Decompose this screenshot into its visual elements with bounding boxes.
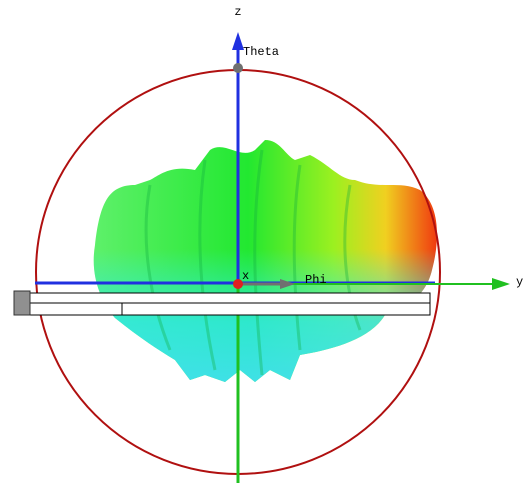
phi-label: Phi bbox=[305, 273, 327, 287]
y-label: y bbox=[516, 275, 523, 289]
z-label: z bbox=[234, 5, 241, 19]
pattern-shading bbox=[94, 140, 437, 382]
x-label: x bbox=[242, 269, 249, 283]
theta-marker bbox=[233, 63, 243, 73]
antenna-feed bbox=[14, 291, 30, 315]
pattern bbox=[94, 140, 437, 382]
antenna bbox=[14, 291, 430, 315]
theta-label: Theta bbox=[243, 45, 279, 59]
y-arrowhead bbox=[492, 278, 510, 290]
antenna-body bbox=[30, 303, 430, 315]
radiation-pattern-view: z Theta x Phi y bbox=[0, 0, 527, 483]
antenna-top-edge bbox=[30, 293, 430, 303]
